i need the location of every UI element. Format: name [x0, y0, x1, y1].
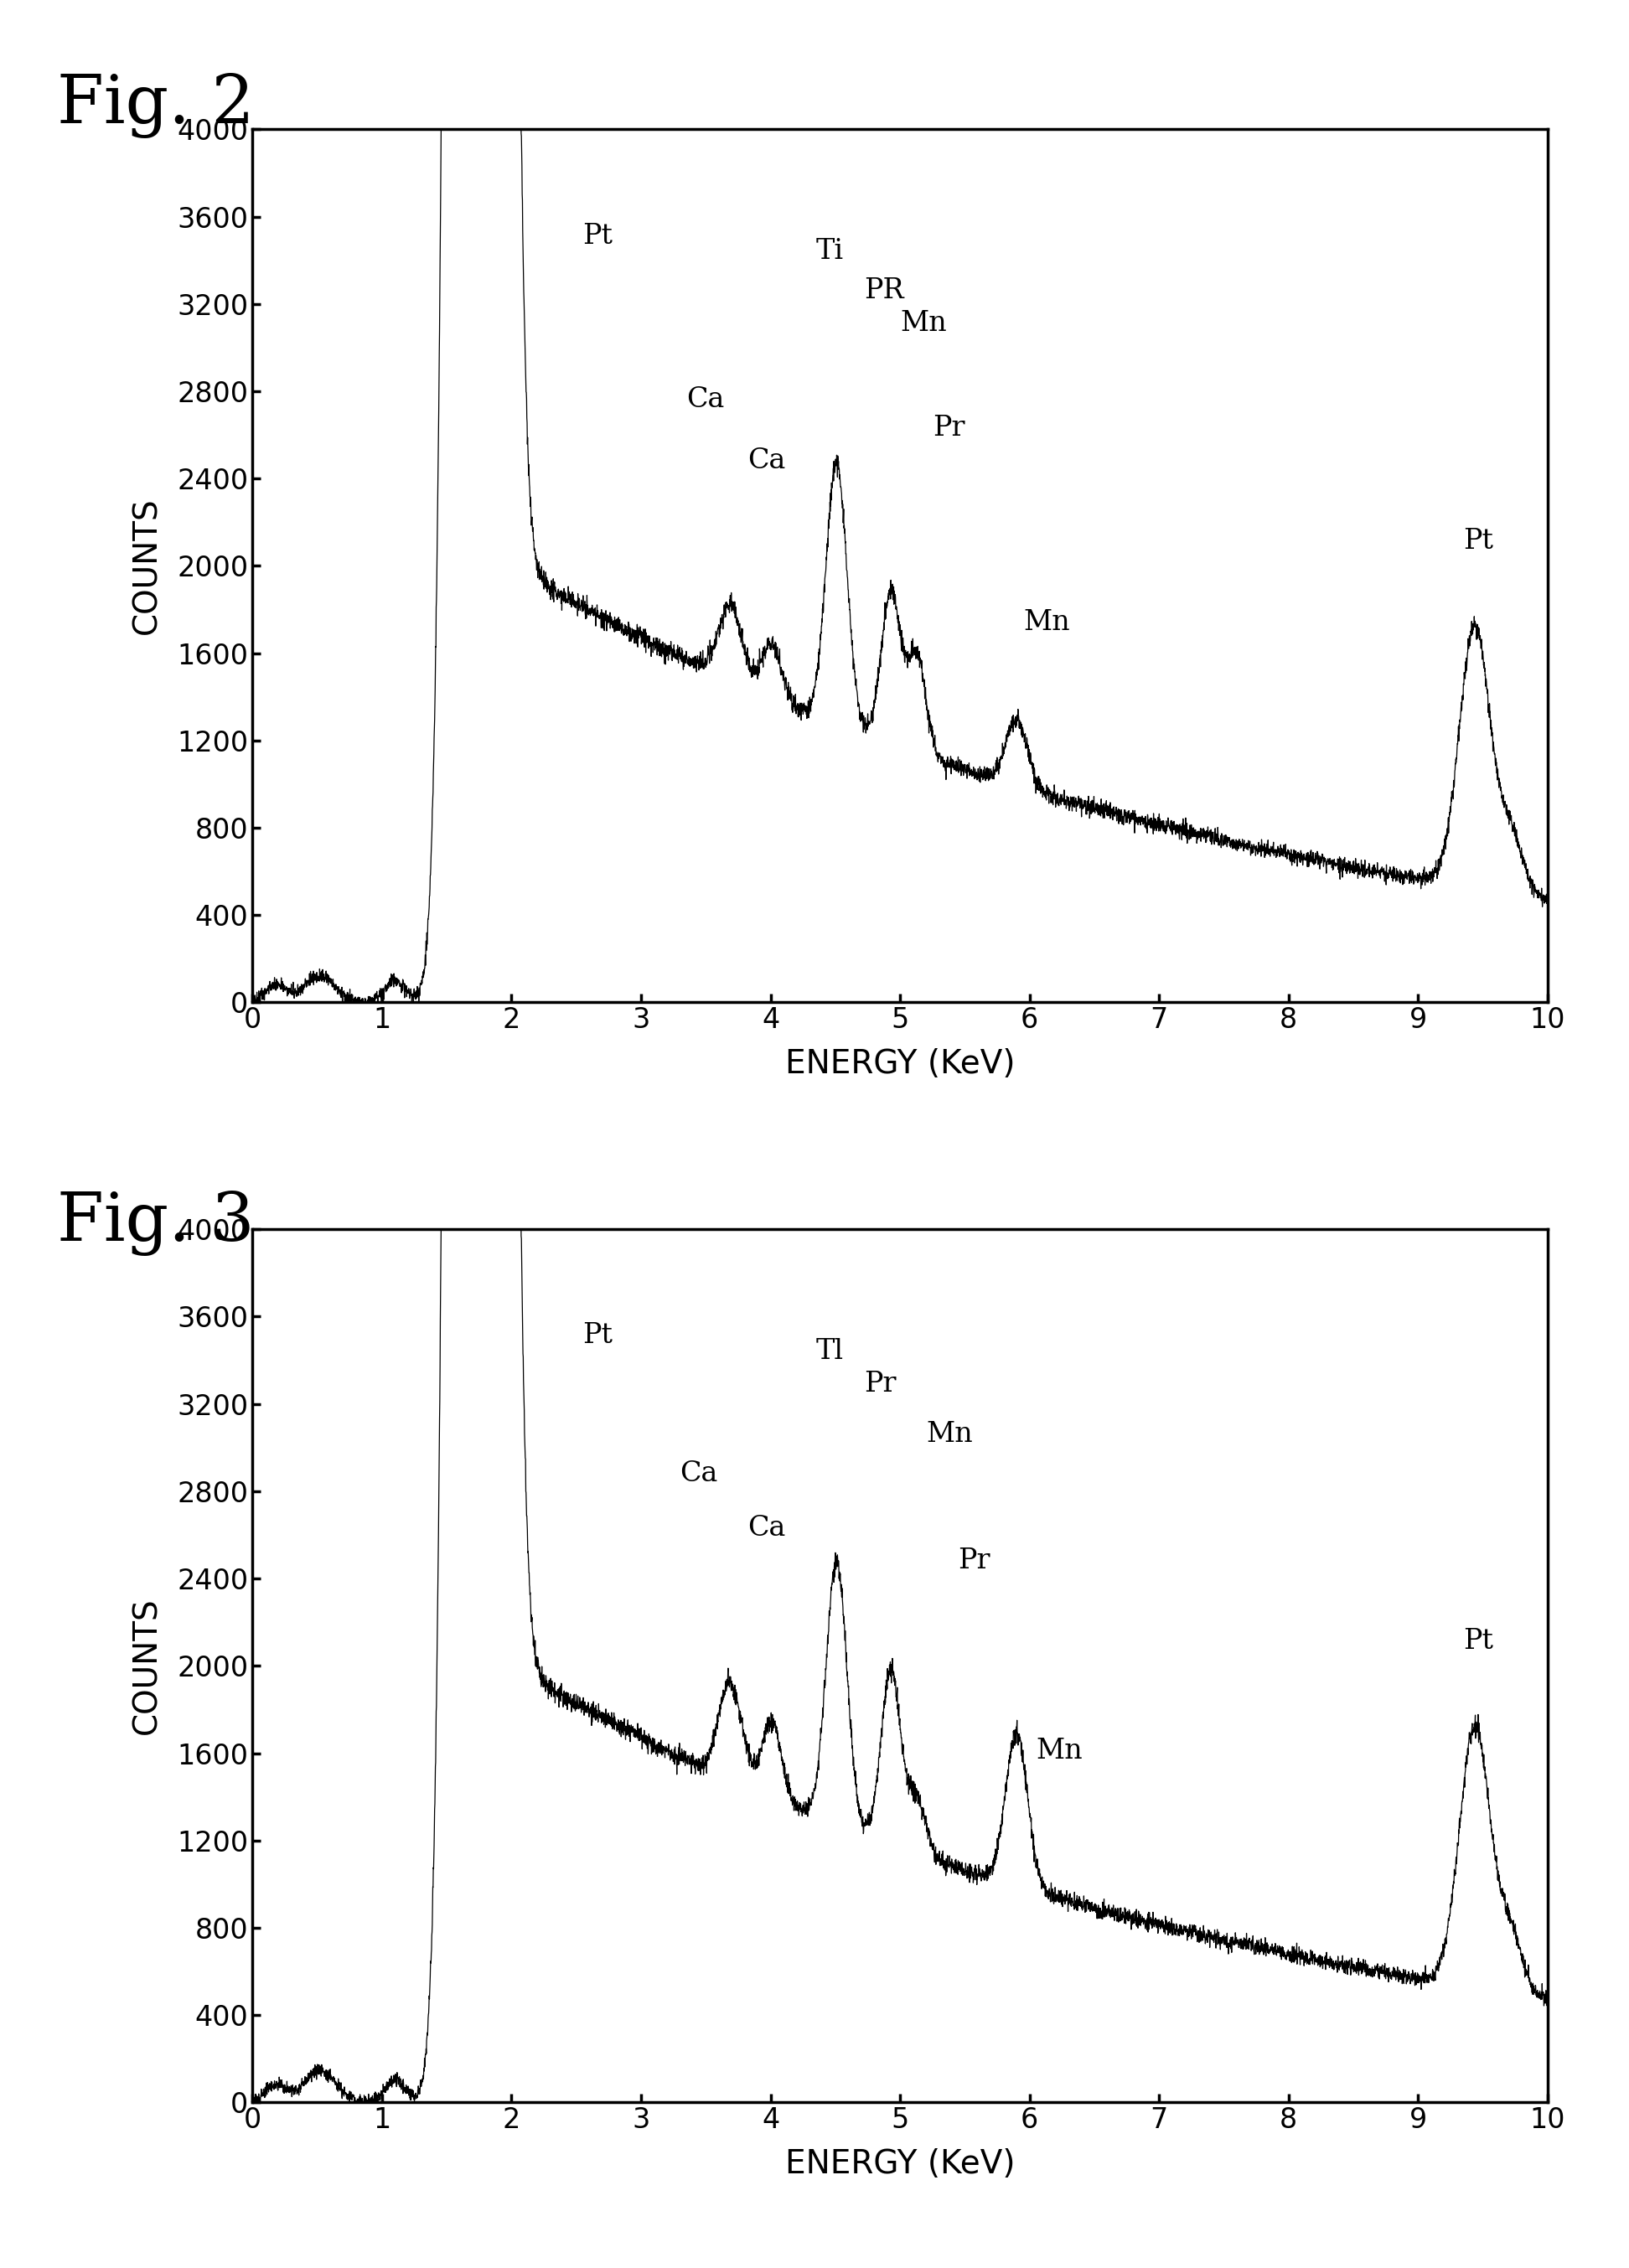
Text: Ca: Ca: [679, 1461, 718, 1488]
Text: PR: PR: [863, 277, 904, 304]
X-axis label: ENERGY (KeV): ENERGY (KeV): [785, 2148, 1015, 2180]
Text: Mn: Mn: [1036, 1737, 1083, 1765]
Text: Pt: Pt: [1463, 528, 1494, 556]
Text: Pr: Pr: [958, 1547, 990, 1574]
Text: Fig. 2: Fig. 2: [57, 73, 254, 138]
Text: Mn: Mn: [1023, 608, 1070, 635]
Text: Ca: Ca: [748, 447, 785, 474]
Text: Pt: Pt: [583, 1322, 613, 1349]
Text: Fig. 3: Fig. 3: [57, 1191, 254, 1256]
Text: Ti: Ti: [816, 238, 844, 265]
Text: Ca: Ca: [686, 386, 725, 413]
Text: Pr: Pr: [863, 1370, 896, 1397]
Text: Mn: Mn: [901, 311, 946, 336]
Y-axis label: COUNTS: COUNTS: [132, 1597, 163, 1735]
X-axis label: ENERGY (KeV): ENERGY (KeV): [785, 1048, 1015, 1080]
Text: Tl: Tl: [816, 1338, 844, 1365]
Text: Pt: Pt: [1463, 1628, 1494, 1656]
Text: Mn: Mn: [925, 1420, 973, 1447]
Text: Ca: Ca: [748, 1515, 785, 1542]
Y-axis label: COUNTS: COUNTS: [132, 497, 163, 635]
Text: Pr: Pr: [932, 415, 964, 442]
Text: Pt: Pt: [583, 222, 613, 249]
